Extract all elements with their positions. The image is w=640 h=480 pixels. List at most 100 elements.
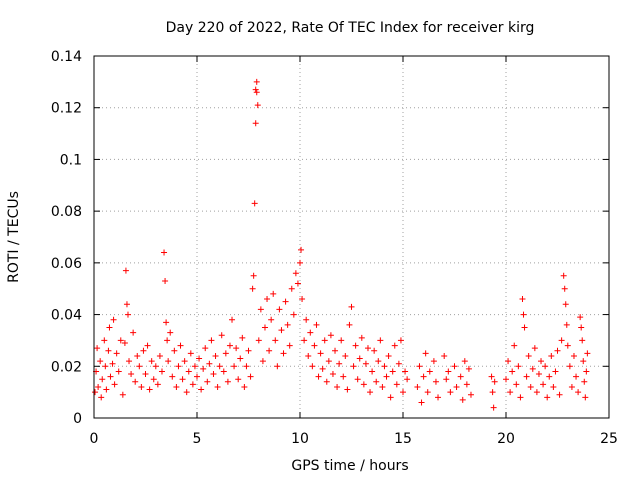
- data-point: [280, 350, 287, 357]
- data-point: [491, 378, 498, 385]
- data-point: [253, 89, 260, 96]
- data-point: [327, 332, 334, 339]
- data-point: [561, 285, 568, 292]
- data-point: [467, 391, 474, 398]
- data-point: [451, 363, 458, 370]
- data-point: [577, 314, 584, 321]
- data-point: [177, 342, 184, 349]
- data-point: [252, 120, 259, 127]
- y-axis-label: ROTI / TECUs: [6, 191, 22, 283]
- data-point: [175, 363, 182, 370]
- data-point: [426, 368, 433, 375]
- data-point: [235, 376, 242, 383]
- plot-frame: [93, 55, 610, 419]
- data-point: [142, 371, 149, 378]
- y-tick-label: 0: [73, 411, 82, 427]
- data-point: [490, 404, 497, 411]
- data-point: [360, 381, 367, 388]
- data-point: [301, 337, 308, 344]
- data-point: [573, 373, 580, 380]
- data-point: [164, 337, 171, 344]
- data-point: [323, 378, 330, 385]
- data-point: [251, 200, 258, 207]
- data-point: [106, 324, 113, 331]
- x-axis-label: GPS time / hours: [291, 458, 408, 474]
- data-point: [389, 368, 396, 375]
- data-point: [134, 352, 141, 359]
- data-point: [578, 324, 585, 331]
- data-point: [344, 386, 351, 393]
- data-point: [517, 394, 524, 401]
- data-point: [435, 394, 442, 401]
- data-point: [286, 342, 293, 349]
- data-point: [583, 368, 590, 375]
- data-point: [447, 389, 454, 396]
- data-point: [422, 350, 429, 357]
- data-point: [342, 352, 349, 359]
- data-point: [311, 342, 318, 349]
- y-tick-label: 0.06: [51, 256, 82, 272]
- data-point: [332, 347, 339, 354]
- data-point: [191, 363, 198, 370]
- data-point: [158, 368, 165, 375]
- y-tick-label: 0.04: [51, 308, 82, 324]
- data-point: [154, 381, 161, 388]
- y-tick-label: 0.1: [60, 152, 82, 168]
- data-point: [538, 358, 545, 365]
- data-point: [210, 371, 217, 378]
- data-point: [348, 303, 355, 310]
- data-point: [163, 319, 170, 326]
- data-point: [430, 358, 437, 365]
- data-point: [123, 301, 130, 308]
- data-point: [124, 311, 131, 318]
- data-point: [319, 365, 326, 372]
- data-point: [346, 321, 353, 328]
- data-point: [395, 360, 402, 367]
- data-point: [582, 394, 589, 401]
- data-point: [550, 383, 557, 390]
- data-point: [562, 301, 569, 308]
- data-point: [198, 386, 205, 393]
- data-point: [391, 342, 398, 349]
- data-point: [292, 270, 299, 277]
- data-point: [336, 360, 343, 367]
- data-point: [144, 342, 151, 349]
- data-point: [278, 327, 285, 334]
- data-point: [568, 383, 575, 390]
- data-point: [146, 386, 153, 393]
- data-point: [136, 363, 143, 370]
- data-point: [95, 383, 102, 390]
- data-point: [354, 376, 361, 383]
- data-point: [542, 363, 549, 370]
- x-tick-label: 0: [90, 431, 99, 447]
- data-point: [126, 358, 133, 365]
- data-point: [533, 389, 540, 396]
- data-point: [204, 378, 211, 385]
- data-point: [420, 373, 427, 380]
- x-tick-label: 5: [193, 431, 202, 447]
- axis-ticks: 0 5 10 15 20 25 0 0.02 0.04 0.06 0.08 0.1 0.12 0.14: [51, 49, 618, 447]
- data-point: [212, 352, 219, 359]
- data-point: [546, 373, 553, 380]
- data-point: [580, 358, 587, 365]
- data-point: [156, 352, 163, 359]
- data-point: [564, 342, 571, 349]
- data-point: [548, 352, 555, 359]
- data-point: [241, 383, 248, 390]
- data-point: [161, 249, 168, 256]
- data-point: [117, 337, 124, 344]
- data-point: [352, 342, 359, 349]
- data-point: [255, 337, 262, 344]
- data-point: [138, 383, 145, 390]
- data-point: [202, 345, 209, 352]
- data-point: [171, 347, 178, 354]
- data-point: [515, 363, 522, 370]
- data-point: [148, 358, 155, 365]
- data-point: [317, 350, 324, 357]
- data-point: [416, 363, 423, 370]
- data-point: [375, 358, 382, 365]
- data-point: [461, 358, 468, 365]
- data-point: [216, 363, 223, 370]
- data-point: [531, 345, 538, 352]
- data-point: [229, 316, 236, 323]
